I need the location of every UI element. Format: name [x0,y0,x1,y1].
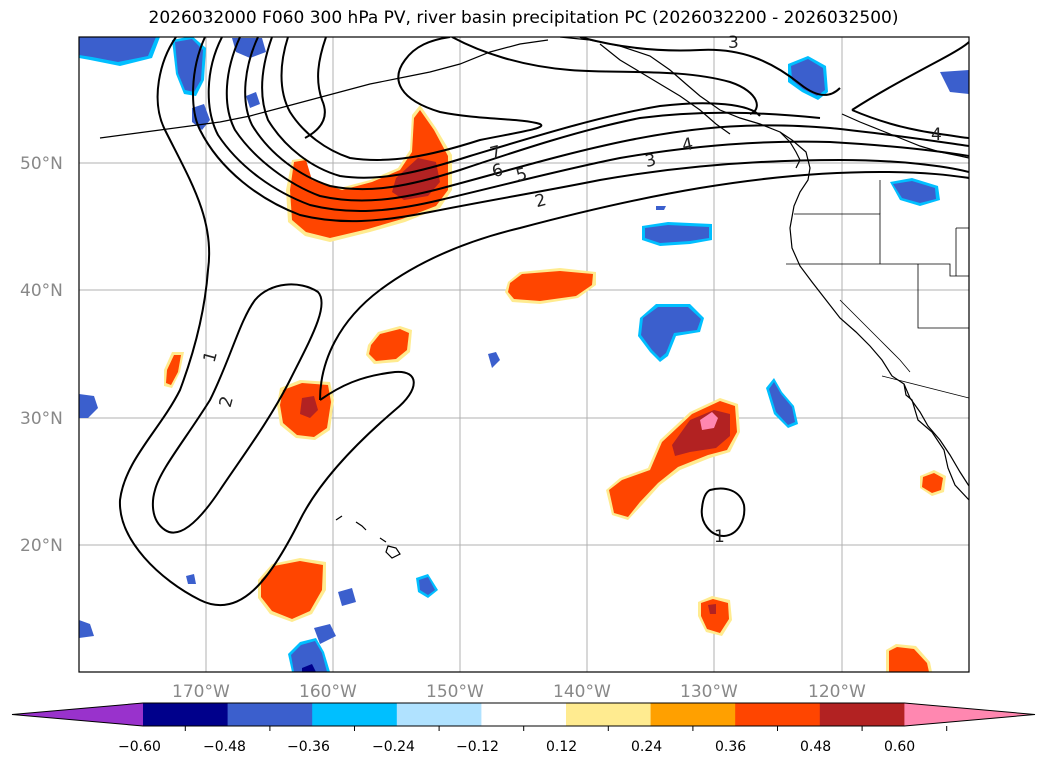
longitude-labels: 170°W 160°W 150°W 140°W 130°W 120°W [172,682,866,702]
lon-label: 140°W [553,682,611,702]
contour-labels: 1 2 1 2 3 4 5 6 7 2 3 4 4 3 [200,33,942,547]
lat-label: 30°N [20,409,63,429]
lon-label: 160°W [299,682,357,702]
colorbar-tick: −0.60 [118,739,161,755]
contour-label: 1 [200,349,222,365]
map-title: 2026032000 F060 300 hPa PV, river basin … [148,8,899,28]
colorbar-segment [735,703,821,726]
contour-label: 2 [533,190,549,212]
lon-label: 130°W [680,682,738,702]
latitude-labels: 50°N 40°N 30°N 20°N [20,154,63,556]
colorbar-extend-low [12,703,143,726]
colorbar-ticks: −0.60 −0.48 −0.36 −0.24 −0.12 0.12 0.24 … [118,739,915,755]
lat-label: 20°N [20,536,63,556]
coastlines [99,37,969,559]
colorbar-segment [312,703,398,726]
lat-label: 40°N [20,281,63,301]
colorbar-extend-high [904,703,1035,726]
colorbar-outline [11,702,1036,727]
lat-label: 50°N [20,154,63,174]
colorbar-tick: 0.12 [546,739,577,755]
lon-label: 150°W [426,682,484,702]
colorbar-segment [819,703,905,726]
colorbar-tick: 0.48 [800,739,831,755]
colorbar-tick: −0.48 [203,739,246,755]
contour-label: 4 [931,125,942,145]
contour-label: 1 [714,527,725,547]
contour-label: 6 [490,160,506,182]
colorbar-tick: 0.60 [884,739,915,755]
lon-label: 170°W [172,682,230,702]
colorbar-tick: −0.24 [372,739,415,755]
contour-label: 2 [216,394,238,410]
colorbar-tick: 0.24 [631,739,662,755]
colorbar-segment [566,703,652,726]
map-frame [78,36,970,673]
colorbar-tick: −0.12 [456,739,499,755]
colorbar-tick: −0.36 [287,739,330,755]
contour-label: 3 [728,33,739,53]
colorbar-segment [481,703,567,726]
contour-label: 3 [643,150,658,172]
colorbar-tick: 0.36 [715,739,746,755]
colorbar [11,702,1036,731]
state-borders [786,180,969,399]
contour-label: 7 [488,142,504,164]
precip-positive-areas [164,105,946,672]
lon-label: 120°W [808,682,866,702]
pv-contours [118,37,969,607]
colorbar-segment [143,703,229,726]
colorbar-segment [396,703,482,726]
contour-label: 5 [514,164,530,186]
colorbar-segment [227,703,313,726]
colorbar-segment [650,703,736,726]
precip-negative-areas [79,37,969,672]
contour-label: 4 [680,134,695,156]
